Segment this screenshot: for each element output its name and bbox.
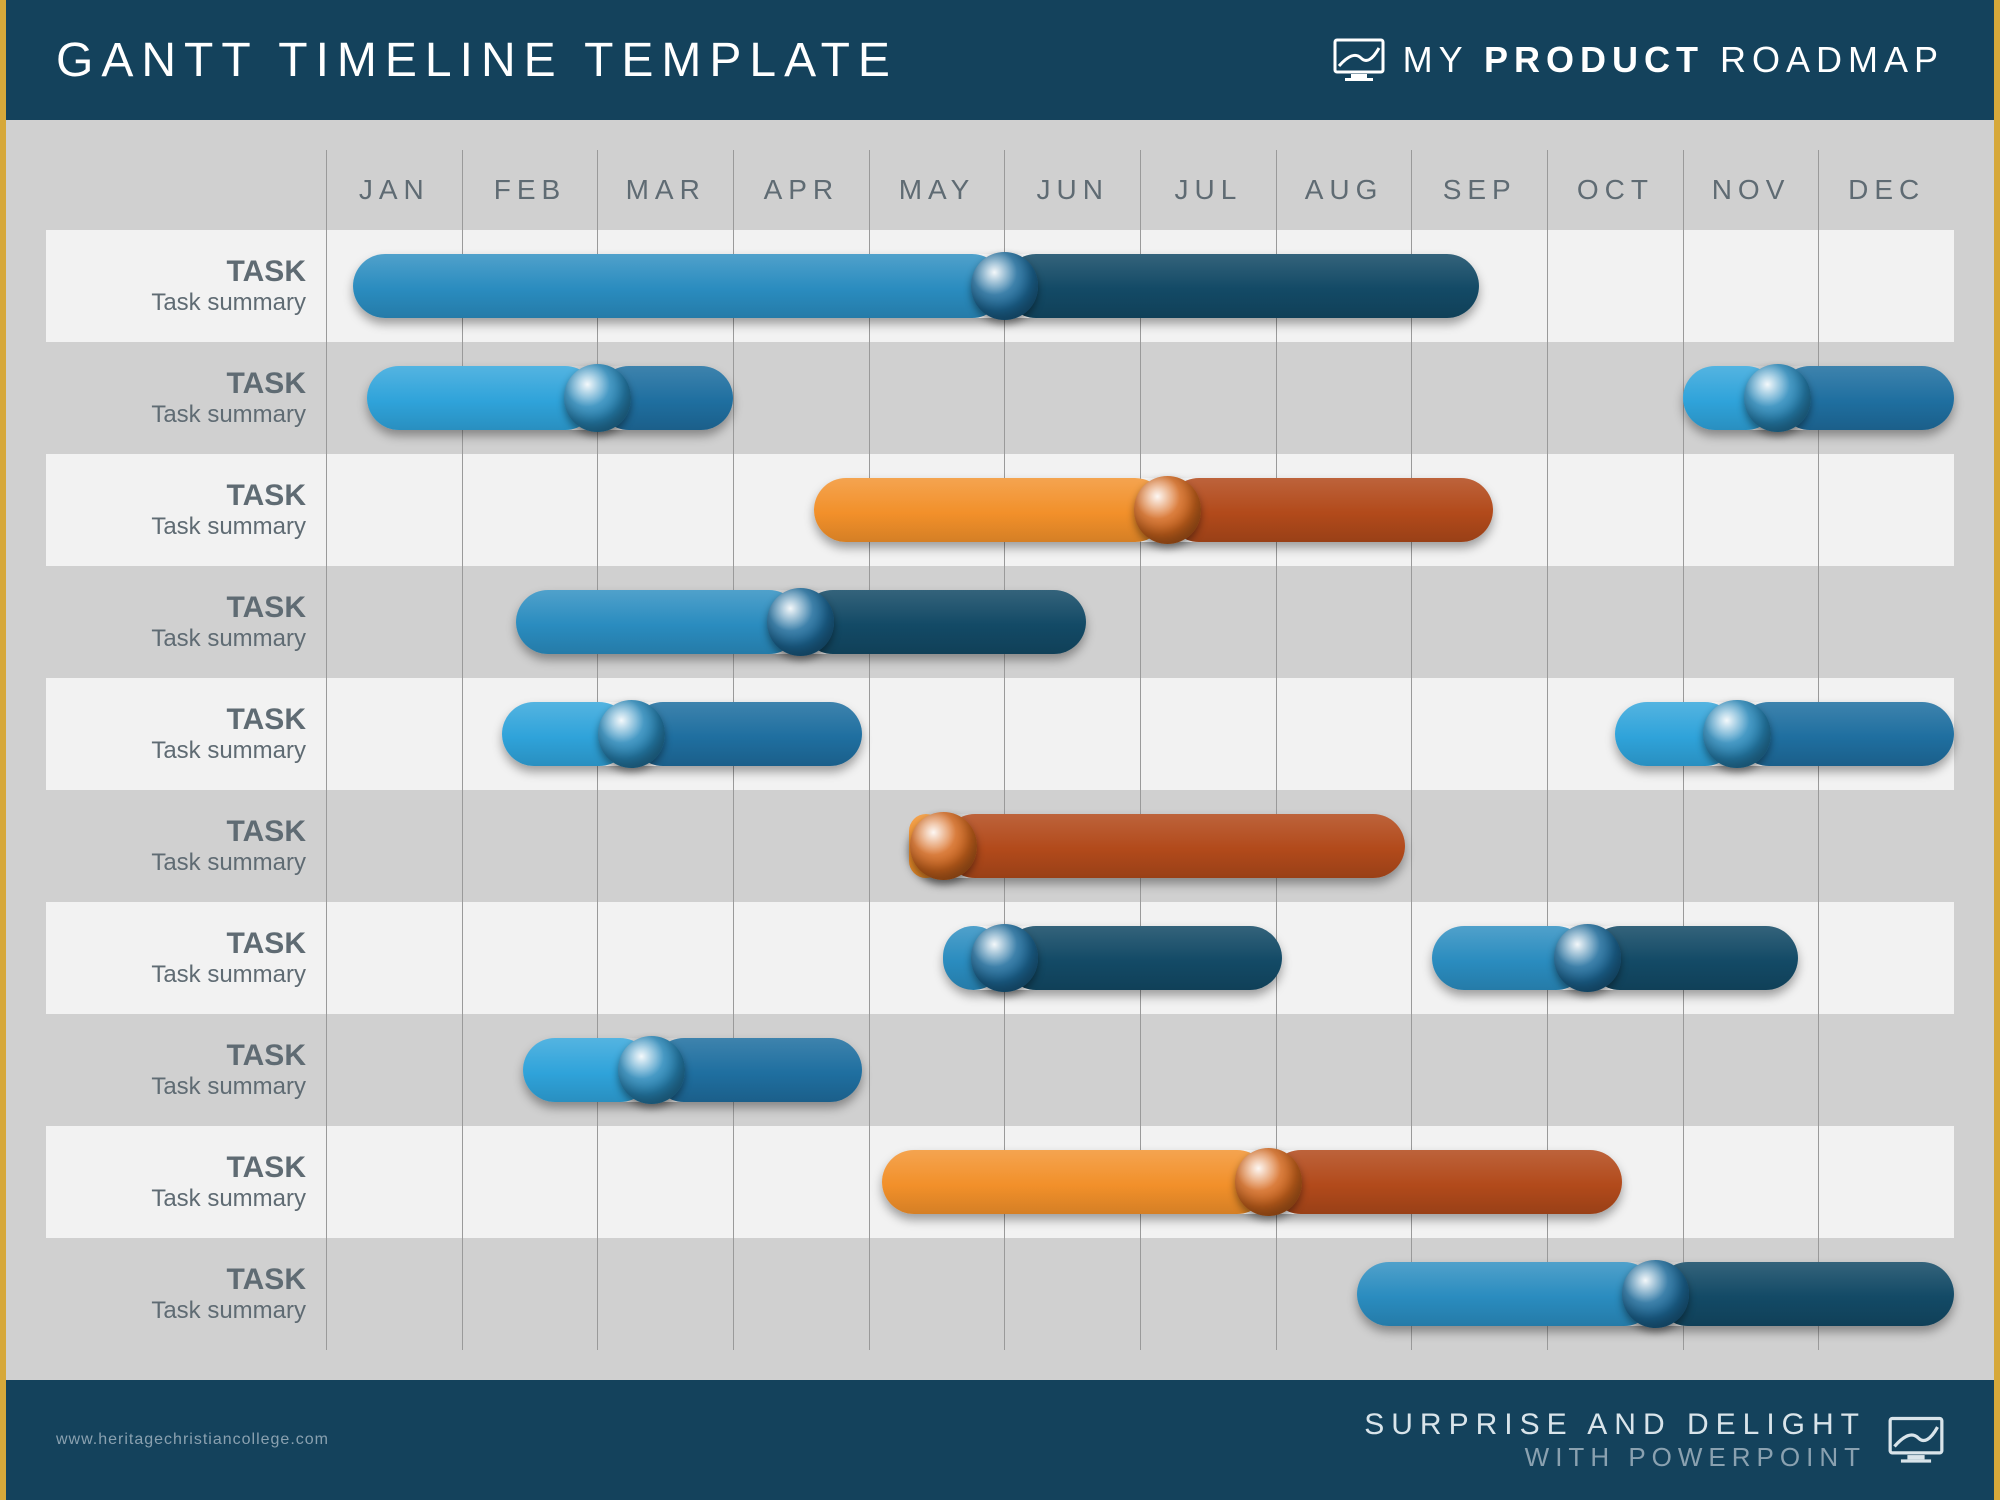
task-label: TASKTask summary xyxy=(46,566,326,678)
brand-suffix: ROADMAP xyxy=(1720,39,1944,80)
task-label: TASKTask summary xyxy=(46,1126,326,1238)
task-label: TASKTask summary xyxy=(46,902,326,1014)
task-summary: Task summary xyxy=(46,625,306,653)
task-label: TASKTask summary xyxy=(46,790,326,902)
task-summary: Task summary xyxy=(46,401,306,429)
task-label: TASKTask summary xyxy=(46,1238,326,1350)
gantt-bar xyxy=(516,590,1086,654)
gantt-bar xyxy=(943,926,1282,990)
task-title: TASK xyxy=(46,367,306,401)
gantt-chart: JANFEBMARAPRMAYJUNJULAUGSEPOCTNOVDECTASK… xyxy=(46,150,1954,1370)
task-summary: Task summary xyxy=(46,1297,306,1325)
progress-orb xyxy=(1134,476,1201,543)
brand: MY PRODUCT ROADMAP xyxy=(1333,38,1944,82)
progress-orb xyxy=(971,252,1038,319)
footer-brand-icon xyxy=(1888,1416,1944,1464)
chart-area: JANFEBMARAPRMAYJUNJULAUGSEPOCTNOVDECTASK… xyxy=(6,120,1994,1380)
bar-layer xyxy=(326,150,1954,1370)
gantt-bar xyxy=(882,1150,1621,1214)
gantt-bar xyxy=(1683,366,1954,430)
footer-bar: www.heritagechristiancollege.com SURPRIS… xyxy=(6,1380,1994,1500)
progress-orb xyxy=(767,588,834,655)
progress-orb xyxy=(971,924,1038,991)
gantt-bar xyxy=(1432,926,1798,990)
gantt-bar xyxy=(909,814,1404,878)
progress-orb xyxy=(910,812,977,879)
task-label: TASKTask summary xyxy=(46,342,326,454)
task-summary: Task summary xyxy=(46,1185,306,1213)
gantt-bar xyxy=(353,254,1479,318)
task-title: TASK xyxy=(46,1039,306,1073)
task-summary: Task summary xyxy=(46,513,306,541)
gantt-bar xyxy=(523,1038,862,1102)
progress-orb xyxy=(1622,1260,1689,1327)
task-title: TASK xyxy=(46,703,306,737)
task-summary: Task summary xyxy=(46,737,306,765)
brand-prefix: MY xyxy=(1403,39,1468,80)
task-title: TASK xyxy=(46,927,306,961)
task-title: TASK xyxy=(46,479,306,513)
slide-frame: GANTT TIMELINE TEMPLATE MY PRODUCT ROADM… xyxy=(0,0,2000,1500)
task-title: TASK xyxy=(46,591,306,625)
task-summary: Task summary xyxy=(46,1073,306,1101)
gantt-bar xyxy=(367,366,733,430)
brand-text: MY PRODUCT ROADMAP xyxy=(1403,39,1944,81)
task-title: TASK xyxy=(46,1151,306,1185)
gantt-bar xyxy=(502,702,862,766)
footer-line1: SURPRISE AND DELIGHT xyxy=(1364,1408,1866,1442)
gantt-bar xyxy=(1357,1262,1954,1326)
watermark: www.heritagechristiancollege.com xyxy=(56,1431,329,1449)
page-title: GANTT TIMELINE TEMPLATE xyxy=(56,33,898,88)
task-summary: Task summary xyxy=(46,961,306,989)
task-label: TASKTask summary xyxy=(46,678,326,790)
progress-orb xyxy=(564,364,631,431)
brand-bold: PRODUCT xyxy=(1484,39,1704,80)
task-title: TASK xyxy=(46,815,306,849)
brand-icon xyxy=(1333,38,1385,82)
task-summary: Task summary xyxy=(46,849,306,877)
task-label: TASKTask summary xyxy=(46,230,326,342)
progress-orb xyxy=(1554,924,1621,991)
gantt-bar xyxy=(1615,702,1954,766)
progress-orb xyxy=(598,700,665,767)
progress-orb xyxy=(618,1036,685,1103)
task-label: TASKTask summary xyxy=(46,1014,326,1126)
header-bar: GANTT TIMELINE TEMPLATE MY PRODUCT ROADM… xyxy=(6,0,1994,120)
footer-line2: WITH POWERPOINT xyxy=(1525,1442,1866,1473)
task-title: TASK xyxy=(46,255,306,289)
gantt-bar xyxy=(814,478,1492,542)
progress-orb xyxy=(1744,364,1811,431)
progress-orb xyxy=(1703,700,1770,767)
task-title: TASK xyxy=(46,1263,306,1297)
task-summary: Task summary xyxy=(46,289,306,317)
task-label: TASKTask summary xyxy=(46,454,326,566)
progress-orb xyxy=(1235,1148,1302,1215)
footer-brand: SURPRISE AND DELIGHT WITH POWERPOINT xyxy=(1364,1408,1944,1473)
